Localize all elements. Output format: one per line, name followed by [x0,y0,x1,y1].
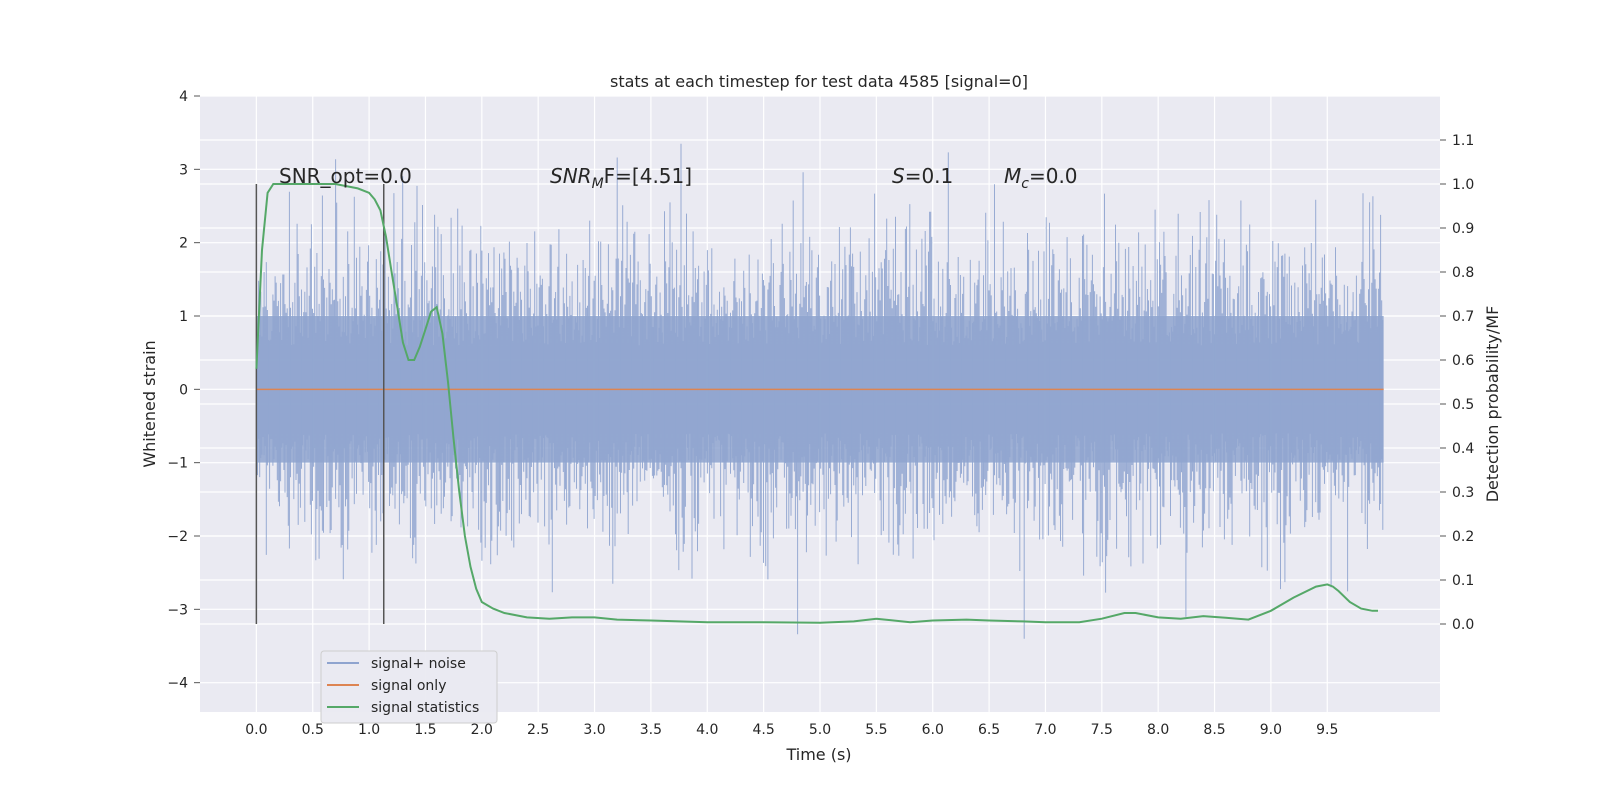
x-tick-12: 6.0 [922,722,944,738]
y2-tick-2: 0.9 [1452,221,1474,237]
y2-tick-10: 0.1 [1452,573,1474,589]
x-tick-3: 1.5 [414,722,436,738]
y-tick-4: 0 [179,382,188,398]
y-tick-1: 3 [179,162,188,178]
y2-tick-4: 0.7 [1452,309,1474,325]
y-tick-8: −4 [167,676,188,692]
legend-label-signal-statistics: signal statistics [371,700,479,716]
y2-tick-6: 0.5 [1452,397,1474,413]
y2-tick-0: 1.1 [1452,133,1474,149]
y-tick-2: 2 [179,236,188,252]
x-tick-7: 3.5 [640,722,662,738]
series-signal-statistics [255,183,1378,624]
y2-tick-1: 1.0 [1452,177,1474,193]
y-tick-6: −2 [167,529,188,545]
annotation-mc-sub: c [1021,176,1029,192]
y-axis-ticks: 4 3 2 1 0 −1 −2 −3 −4 [167,89,200,692]
y-tick-0: 4 [179,89,188,105]
annotation-mc-value: =0.0 [1029,164,1078,188]
annotation-snr-mf-rest: F=[4.51] [604,164,692,188]
x-tick-9: 4.5 [753,722,775,738]
y2-tick-11: 0.0 [1452,617,1474,633]
y2-tick-5: 0.6 [1452,353,1474,369]
x-tick-4: 2.0 [471,722,493,738]
legend: signal+ noise signal only signal statist… [320,650,498,724]
x-tick-17: 8.5 [1203,722,1225,738]
y2-tick-3: 0.8 [1452,265,1474,281]
x-tick-11: 5.5 [865,722,887,738]
x-tick-15: 7.5 [1091,722,1113,738]
legend-box [320,650,498,724]
y-tick-7: −3 [167,602,188,618]
legend-label-signal-noise: signal+ noise [371,656,466,672]
annotation-snr-mf-sub: M [592,176,604,192]
x-axis-ticks: 0.0 0.5 1.0 1.5 2.0 2.5 3.0 3.5 4.0 4.5 5.0 5.5 6.0 6… [245,722,1338,738]
y2-axis-label: Detection probability/MF [1483,306,1502,503]
signal-statistics-line [255,183,1378,624]
annotation-s: S=0.1 [892,164,953,188]
y2-axis-ticks: 1.1 1.0 0.9 0.8 0.7 0.6 0.5 0.4 0.3 0.2 0.1 0.0 [1440,133,1474,633]
x-tick-14: 7.0 [1034,722,1056,738]
y2-tick-9: 0.2 [1452,529,1474,545]
x-tick-5: 2.5 [527,722,549,738]
legend-label-signal-only: signal only [371,678,446,694]
y-tick-3: 1 [179,309,188,325]
x-tick-1: 0.5 [302,722,324,738]
x-tick-16: 8.0 [1147,722,1169,738]
annotation-snr-mf: SNRMF=[4.51] [550,164,692,192]
annotation-mc: Mc=0.0 [1004,164,1078,192]
y2-tick-7: 0.4 [1452,441,1474,457]
annotation-s-label: S [892,164,905,188]
annotation-snr-mf-base: SNR [550,164,592,188]
x-tick-2: 1.0 [358,722,380,738]
x-tick-10: 5.0 [809,722,831,738]
y-tick-5: −1 [167,456,188,472]
annotation-mc-label: M [1004,164,1021,188]
annotation-s-value: =0.1 [905,164,954,188]
chart-title: stats at each timestep for test data 458… [610,72,1028,91]
y-axis-label: Whitened strain [140,340,159,467]
x-tick-13: 6.5 [978,722,1000,738]
vertical-markers [255,184,385,624]
annotation-snr-opt: SNR_opt=0.0 [279,164,412,188]
x-tick-0: 0.0 [245,722,267,738]
x-tick-6: 3.0 [583,722,605,738]
x-tick-19: 9.5 [1316,722,1338,738]
x-axis-label: Time (s) [785,745,851,764]
x-tick-8: 4.0 [696,722,718,738]
x-tick-18: 9.0 [1260,722,1282,738]
y2-tick-8: 0.3 [1452,485,1474,501]
